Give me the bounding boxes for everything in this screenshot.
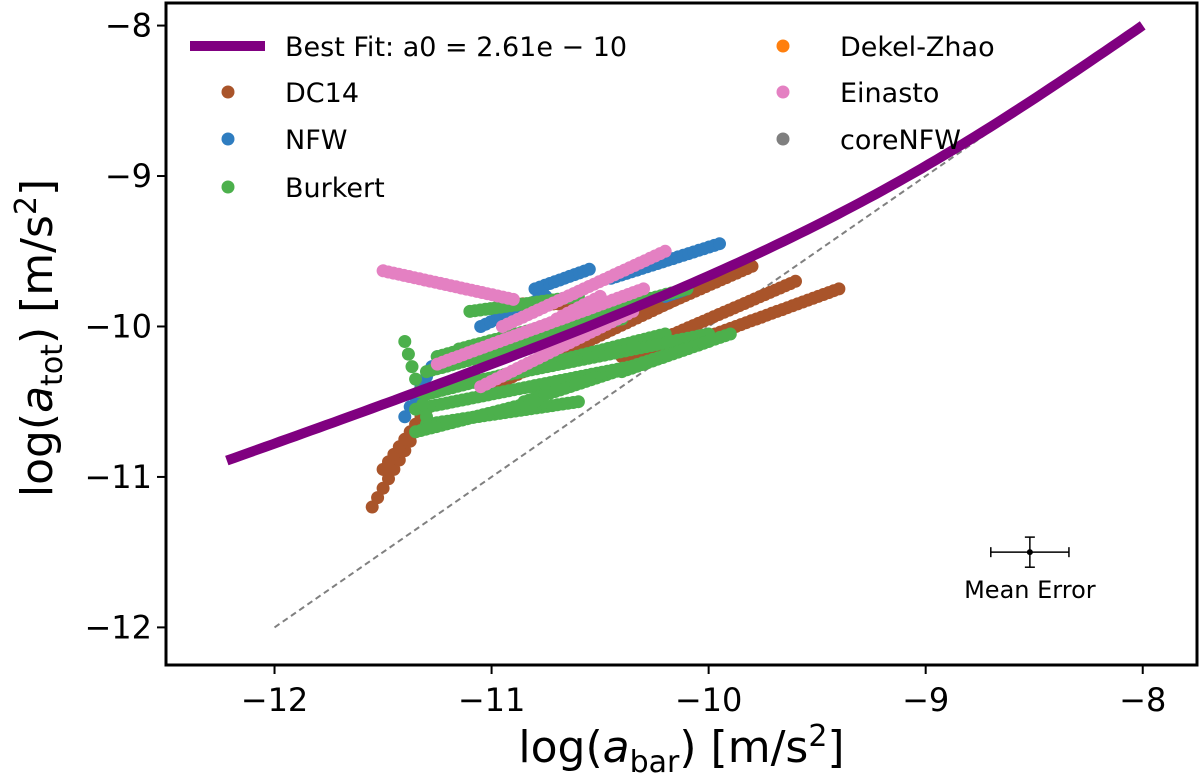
legend-swatch-dot (776, 85, 790, 99)
legend-swatch-dot (221, 132, 235, 146)
data-point (637, 282, 650, 296)
data-point (789, 274, 802, 288)
legend: Best Fit: a0 = 2.61e − 10 DC14 NFW Burkert D… (190, 32, 995, 204)
data-point (582, 262, 596, 276)
y-tick-label: −8 (105, 7, 152, 45)
data-point (409, 372, 423, 386)
data-point (365, 500, 379, 514)
data-point (528, 395, 542, 409)
axis-layer: −12 −12 −11 −11 −10 −10 −9 −9 −8 −8 log(abar) [m/s… (9, 1, 1199, 780)
legend-label: DC14 (285, 78, 359, 109)
data-point (382, 472, 395, 486)
data-point (571, 395, 585, 409)
legend-swatch-dot (221, 180, 235, 194)
data-point (723, 327, 737, 341)
legend-label: Dekel-Zhao (840, 32, 995, 63)
legend-swatch-dot (776, 39, 790, 53)
fit-layer (225, 21, 1146, 466)
data-point (398, 335, 412, 348)
y-tick-label: −12 (84, 608, 152, 646)
y-tick-label: −9 (105, 157, 152, 195)
best-fit-curve (225, 21, 1146, 466)
data-layer (273, 24, 1144, 629)
data-point (593, 289, 607, 303)
x-tick-label: −12 (241, 681, 309, 719)
data-point (371, 491, 385, 505)
data-point (416, 397, 430, 411)
legend-item-dc14: DC14 (221, 78, 359, 109)
data-point (506, 292, 520, 306)
y-axis-title: log(atot) [m/s2] (9, 179, 70, 497)
data-point (405, 360, 419, 374)
x-tick-label: −8 (1119, 681, 1166, 719)
x-tick-label: −9 (902, 681, 949, 719)
x-tick-label: −11 (458, 681, 526, 719)
legend-label: Burkert (285, 173, 385, 204)
data-point (713, 237, 726, 251)
y-tick-label: −11 (84, 458, 152, 496)
legend-swatch-dot (221, 85, 235, 99)
legend-item-einasto: Einasto (776, 78, 939, 109)
mean-error-label: Mean Error (964, 576, 1096, 604)
legend-swatch-dot (776, 132, 790, 146)
data-point (401, 347, 415, 361)
legend-item-nfw: NFW (221, 125, 347, 156)
plot-frame (164, 1, 1199, 667)
x-tick-label: −10 (675, 681, 743, 719)
legend-item-dekel-zhao: Dekel-Zhao (776, 32, 995, 63)
legend-label: coreNFW (840, 125, 961, 156)
legend-label: Best Fit: a0 = 2.61e − 10 (285, 32, 627, 63)
data-point (658, 244, 672, 258)
x-axis-title: log(abar) [m/s2] (518, 719, 844, 780)
legend-item-corenfw: coreNFW (776, 125, 961, 156)
mean-error-annotation: Mean Error (964, 536, 1096, 604)
data-point (832, 282, 846, 296)
legend-item-burkert: Burkert (221, 173, 385, 204)
legend-label: Einasto (840, 78, 939, 109)
legend-item-best-fit: Best Fit: a0 = 2.61e − 10 (190, 32, 627, 63)
data-point (376, 481, 390, 495)
data-point (420, 410, 433, 424)
y-tick-label: −10 (84, 307, 152, 345)
legend-label: NFW (285, 125, 347, 156)
error-center-point (1026, 549, 1033, 556)
series-einasto (376, 244, 672, 394)
data-point (702, 335, 716, 348)
data-point (398, 410, 412, 424)
